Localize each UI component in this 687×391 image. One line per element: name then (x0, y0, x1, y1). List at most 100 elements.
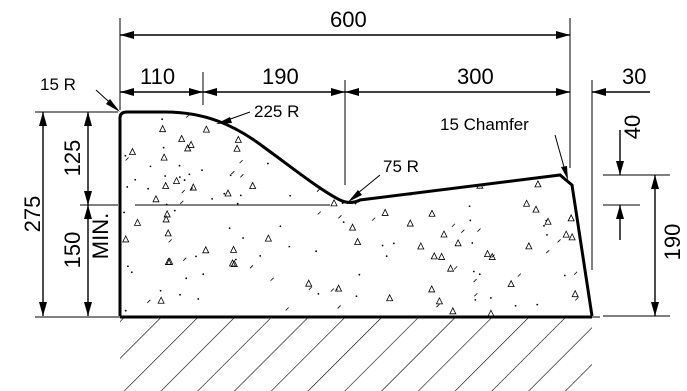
stipple-mark (567, 213, 575, 222)
stipple-mark (449, 306, 457, 315)
stipple-mark (229, 174, 232, 177)
stipple-mark (305, 279, 313, 287)
stipple-mark (223, 192, 226, 195)
stipple-mark (436, 183, 441, 187)
stipple-mark (249, 181, 257, 189)
stipple-mark (172, 176, 181, 185)
stipple-mark (507, 146, 515, 155)
stipple-mark (242, 237, 244, 239)
stipple-mark (178, 176, 181, 179)
stipple-mark (166, 257, 174, 265)
stipple-mark (478, 273, 481, 276)
stipple-mark (177, 134, 186, 142)
stipple-mark (406, 219, 414, 227)
min-label: MIN. (88, 213, 113, 259)
stipple-mark (188, 173, 191, 176)
stipple-mark (563, 274, 566, 277)
stipple-mark (350, 126, 353, 129)
stipple-mark (538, 163, 546, 172)
stipple-mark (304, 150, 307, 153)
stipple-mark (124, 309, 127, 312)
dim-back-height: 190 (603, 174, 685, 317)
stipple-mark (544, 217, 552, 225)
stipple-mark (291, 127, 295, 131)
stipple-mark (579, 200, 587, 208)
dim-back-offset: 30 (591, 64, 650, 270)
stipple-mark (471, 242, 474, 244)
stipple-mark (536, 303, 539, 306)
stipple-mark (581, 242, 590, 251)
dim-40-label: 40 (620, 115, 645, 139)
stipple-mark (315, 168, 319, 173)
stipple-mark (542, 135, 545, 137)
stipple-mark (337, 305, 341, 309)
stipple-mark (317, 211, 321, 215)
stipple-mark (202, 245, 210, 254)
chamfer-label: 15 Chamfer (440, 115, 529, 134)
stipple-mark (350, 121, 358, 129)
stipple-mark (571, 289, 579, 298)
callout-radius-75: 75 R (348, 157, 419, 202)
stipple-mark (152, 194, 160, 203)
stipple-mark (229, 245, 238, 253)
stipple-mark (493, 137, 501, 146)
stipple-mark (473, 278, 477, 283)
stipple-mark (342, 221, 345, 224)
stipple-mark (149, 165, 152, 168)
stipple-mark (398, 183, 400, 185)
stipple-mark (162, 146, 165, 149)
stipple-mark (417, 242, 425, 250)
stipple-mark (435, 144, 444, 153)
stipple-mark (281, 135, 284, 137)
stipple-mark (267, 162, 269, 165)
stipple-mark (125, 157, 129, 161)
stipple-mark (134, 178, 137, 181)
stipple-mark (130, 271, 133, 274)
stipple-mark (585, 113, 592, 122)
stipple-mark (458, 175, 466, 183)
stipple-mark (183, 179, 186, 181)
stipple-mark (228, 227, 231, 230)
stipple-mark (489, 297, 492, 299)
stipple-mark (179, 200, 184, 205)
stipple-mark (126, 186, 129, 188)
stipple-mark (546, 233, 548, 236)
stipple-mark (330, 198, 338, 207)
stipple-mark (147, 299, 151, 304)
stipple-mark (451, 223, 456, 228)
stipple-mark (133, 218, 142, 226)
callout-radius-15: 15 R (40, 75, 120, 112)
stipple-mark (233, 144, 241, 152)
stipple-mark (433, 167, 441, 175)
dim-110-label: 110 (140, 64, 175, 89)
stipple-mark (585, 238, 589, 243)
stipple-mark (393, 179, 398, 184)
stipple-mark (366, 174, 374, 182)
stipple-mark (164, 229, 172, 237)
stipple-mark (446, 264, 455, 272)
dim-125-label: 125 (60, 140, 85, 177)
stipple-mark (163, 210, 171, 218)
stipple-mark (396, 138, 401, 142)
stipple-mark (147, 187, 150, 190)
stipple-mark (472, 270, 475, 273)
stipple-mark (289, 194, 292, 197)
stipple-mark (161, 181, 170, 189)
stipple-mark (330, 129, 338, 137)
stipple-mark (160, 153, 168, 161)
stipple-mark (474, 299, 477, 301)
stipple-mark (568, 232, 576, 241)
stipple-mark (507, 144, 515, 153)
stipple-mark (436, 303, 440, 308)
stipple-mark (413, 131, 416, 134)
stipple-mark (183, 257, 187, 261)
stipple-mark (187, 140, 195, 148)
stipple-mark (338, 145, 341, 148)
stipple-mark (562, 230, 570, 238)
stipple-mark (525, 241, 533, 250)
stipple-mark (527, 154, 535, 162)
stipple-mark (158, 124, 167, 133)
stipple-mark (353, 237, 362, 245)
dim-front-drop: 40 (603, 115, 645, 240)
